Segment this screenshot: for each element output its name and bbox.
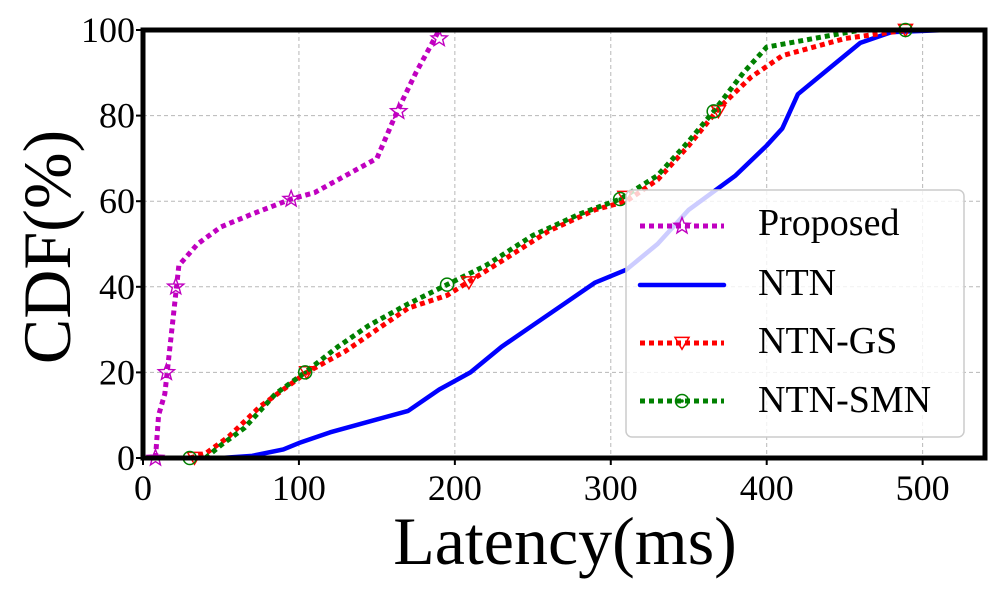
y-tick-label: 80 — [99, 96, 135, 136]
legend-swatch-proposed — [640, 215, 724, 235]
legend-label-ntn-gs: NTN-GS — [758, 320, 897, 362]
series-marker-proposed — [281, 188, 302, 208]
legend-entry-proposed: Proposed — [640, 202, 899, 244]
y-tick-label: 20 — [99, 352, 135, 392]
series-marker-proposed — [388, 100, 409, 120]
x-tick-label: 100 — [272, 468, 326, 508]
series-marker-ntn-smn — [439, 277, 455, 292]
series-line-ntn-smn — [203, 30, 908, 458]
plot-frame — [140, 27, 988, 461]
series-marker-proposed — [165, 276, 186, 296]
x-tick-label: 200 — [428, 468, 482, 508]
legend-marker-ntn-smn-dot — [680, 399, 684, 403]
y-tick-label: 100 — [81, 10, 135, 50]
series-line-proposed — [152, 30, 442, 458]
x-tick-label: 400 — [740, 468, 794, 508]
y-tick-label: 40 — [99, 267, 135, 307]
y-axis-title: CDF(%) — [9, 130, 85, 364]
legend-marker-proposed — [672, 215, 692, 235]
series-marker-ntn-smn-dot — [618, 197, 622, 201]
x-tick-label: 500 — [896, 468, 950, 508]
x-tick-label: 0 — [134, 468, 152, 508]
x-tick-label: 300 — [584, 468, 638, 508]
legend-label-ntn-smn: NTN-SMN — [758, 379, 931, 421]
series-marker-ntn-smn-ring — [297, 365, 313, 380]
series-lines — [152, 30, 949, 458]
series-marker-ntn-smn — [706, 104, 721, 119]
series-line-ntn-gs — [189, 30, 908, 458]
series-marker-ntn-smn-dot — [445, 282, 449, 287]
axis-ticks: 0 100 200 300 400 500 0 20 40 60 80 100 — [81, 10, 950, 508]
legend-marker-ntn-smn-ring — [674, 393, 690, 409]
series-marker-proposed — [156, 361, 177, 381]
legend: Proposed NTN NTN-GS NTN-SMN — [625, 189, 965, 438]
series-line-ntn — [218, 30, 949, 458]
y-tick-label: 0 — [117, 438, 135, 478]
x-axis-title: Latency(ms) — [393, 503, 737, 579]
legend-label-ntn: NTN — [758, 262, 836, 304]
series-marker-ntn-gs — [460, 276, 478, 291]
legend-marker-ntn-smn — [674, 393, 690, 409]
series-marker-proposed — [145, 447, 166, 467]
legend-entry-ntn-gs: NTN-GS — [640, 320, 897, 362]
legend-swatch-ntn-smn — [640, 393, 724, 409]
legend-swatch-ntn-gs — [640, 336, 724, 351]
series-marker-ntn-smn-ring — [439, 277, 455, 292]
legend-marker-ntn-gs — [673, 336, 691, 351]
series-marker-ntn-smn — [297, 365, 313, 380]
legend-box — [625, 189, 965, 438]
legend-label-proposed: Proposed — [758, 202, 899, 244]
series-marker-ntn-smn-ring — [706, 104, 721, 119]
legend-entry-ntn: NTN — [637, 262, 836, 304]
series-marker-ntn-smn-dot — [303, 370, 307, 375]
series-marker-ntn-smn-dot — [711, 109, 716, 114]
legend-entry-ntn-smn: NTN-SMN — [640, 379, 931, 421]
y-tick-label: 60 — [99, 181, 135, 221]
series-marker-proposed — [429, 28, 450, 48]
